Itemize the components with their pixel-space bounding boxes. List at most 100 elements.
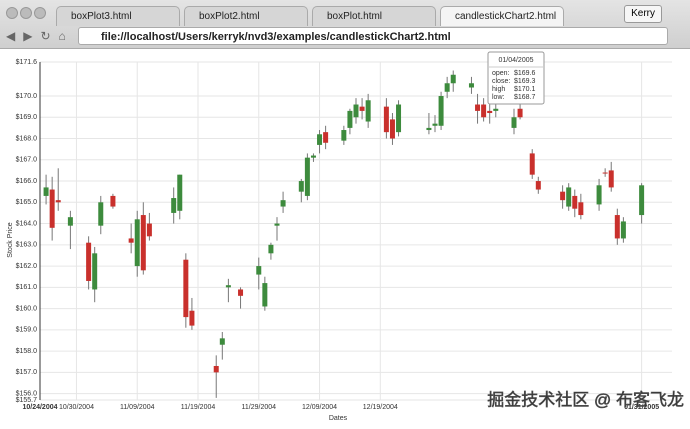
y-tick-label: $165.0 xyxy=(16,199,38,206)
candle-body xyxy=(347,110,353,128)
candle-body xyxy=(511,117,517,128)
candle-body xyxy=(225,285,231,288)
candle-body xyxy=(614,215,620,239)
candle-body xyxy=(529,153,535,175)
candle-body xyxy=(98,202,104,226)
zoom-button[interactable] xyxy=(34,7,46,19)
candle-body xyxy=(268,244,274,254)
chart: Stock Price Dates $155.7$156.0 $157.0 $158… xyxy=(7,51,684,422)
candle-body xyxy=(110,195,116,207)
candle-body xyxy=(238,289,244,296)
candle-body xyxy=(262,283,268,307)
candle-body xyxy=(426,127,432,131)
x-tick-label: 12/09/2004 xyxy=(302,404,337,411)
candle-body xyxy=(359,106,365,111)
candle-body xyxy=(298,181,304,192)
y-tick-label: $170.0 xyxy=(16,93,38,100)
candle-body xyxy=(341,130,347,141)
minimize-button[interactable] xyxy=(20,7,32,19)
tab[interactable]: boxPlot3.html xyxy=(56,6,180,26)
candle-body xyxy=(171,198,177,213)
tab[interactable]: boxPlot2.html xyxy=(184,6,308,26)
x-axis-label: Dates xyxy=(329,415,348,422)
y-tick-label: $161.0 xyxy=(16,284,38,291)
tooltip-value: $169.3 xyxy=(514,78,536,85)
tooltip-key: low: xyxy=(492,94,505,101)
candle-body xyxy=(608,170,614,188)
tooltip-title: 01/04/2005 xyxy=(498,57,533,64)
close-button[interactable] xyxy=(6,7,18,19)
x-tick-label: 10/30/2004 xyxy=(59,404,94,411)
tooltip-value: $168.7 xyxy=(514,94,536,101)
candle-body xyxy=(280,200,286,207)
y-tick-label: $155.7 xyxy=(16,397,38,404)
candle-body xyxy=(450,74,456,84)
candle-body xyxy=(146,223,152,237)
tab[interactable]: boxPlot.html xyxy=(312,6,436,26)
y-tick-label: $163.0 xyxy=(16,242,38,249)
tooltip-value: $169.6 xyxy=(514,70,536,77)
candle-body xyxy=(560,191,566,201)
candle-body xyxy=(389,119,395,139)
candle-body xyxy=(572,195,578,209)
candle-body xyxy=(189,310,195,326)
address-bar[interactable]: file://localhost/Users/kerryk/nvd3/examp… xyxy=(78,27,668,45)
candle-body xyxy=(535,181,541,190)
candle-body xyxy=(55,200,61,203)
y-axis-label: Stock Price xyxy=(7,222,14,258)
nav-buttons[interactable]: ◀▶↻⌂ xyxy=(6,29,74,43)
candle-body xyxy=(383,106,389,133)
y-tick-label: $159.0 xyxy=(16,327,38,334)
user-button[interactable]: Kerry xyxy=(624,5,662,23)
candle-body xyxy=(444,83,450,92)
y-tick-label: $157.0 xyxy=(16,369,38,376)
x-tick-label: 10/24/2004 xyxy=(22,404,57,411)
candle-body xyxy=(256,266,262,275)
y-tick-label: $167.0 xyxy=(16,157,38,164)
candle-body xyxy=(219,338,225,345)
candle-body xyxy=(517,108,523,118)
candle-body xyxy=(304,157,310,196)
tooltip-box xyxy=(487,51,545,105)
y-tick-label: $162.0 xyxy=(16,263,38,270)
tooltip-value: $170.1 xyxy=(514,86,536,93)
candle-body xyxy=(620,221,626,239)
y-tick-label: $169.0 xyxy=(16,114,38,121)
candle-body xyxy=(274,223,280,226)
y-tick-label: $164.0 xyxy=(16,220,38,227)
tooltip-key: close: xyxy=(492,78,510,85)
candle-body xyxy=(468,83,474,88)
y-tick-label: $160.0 xyxy=(16,305,38,312)
candle-body xyxy=(128,238,134,243)
x-tick-label: 11/09/2004 xyxy=(120,404,155,411)
x-tick-label: 12/19/2004 xyxy=(363,404,398,411)
y-tick-label: $158.0 xyxy=(16,348,38,355)
browser-chrome: boxPlot3.html boxPlot2.html boxPlot.html… xyxy=(0,0,690,49)
watermark: 掘金技术社区 @ 布客飞龙 xyxy=(487,390,684,409)
x-tick-label: 11/19/2004 xyxy=(181,404,216,411)
candle-body xyxy=(67,217,73,226)
tab[interactable]: candlestickChart2.html xyxy=(440,6,564,26)
tooltip-key: open: xyxy=(492,70,510,77)
y-tick-label: $171.6 xyxy=(16,59,38,66)
candle-body xyxy=(596,185,602,205)
candle-body xyxy=(481,104,487,118)
candle-body xyxy=(317,134,323,145)
y-tick-label: $166.0 xyxy=(16,178,38,185)
candle-body xyxy=(639,185,645,216)
candle-body xyxy=(396,104,402,133)
candle-body xyxy=(353,104,359,118)
tooltip: 01/04/2005 open: $169.6 close: $169.3 high $17… xyxy=(487,51,545,105)
candle-body xyxy=(578,202,584,216)
candle-body xyxy=(177,174,183,211)
candle-body xyxy=(602,172,608,174)
candle-body xyxy=(566,187,572,207)
y-tick-label: $156.0 xyxy=(16,390,38,397)
candle-body xyxy=(493,108,499,111)
candle-body xyxy=(86,242,92,281)
x-tick-label: 01/31/2005 xyxy=(624,404,659,411)
candle-body xyxy=(49,189,55,228)
y-tick-label: $168.0 xyxy=(16,135,38,142)
candle-body xyxy=(365,100,371,122)
